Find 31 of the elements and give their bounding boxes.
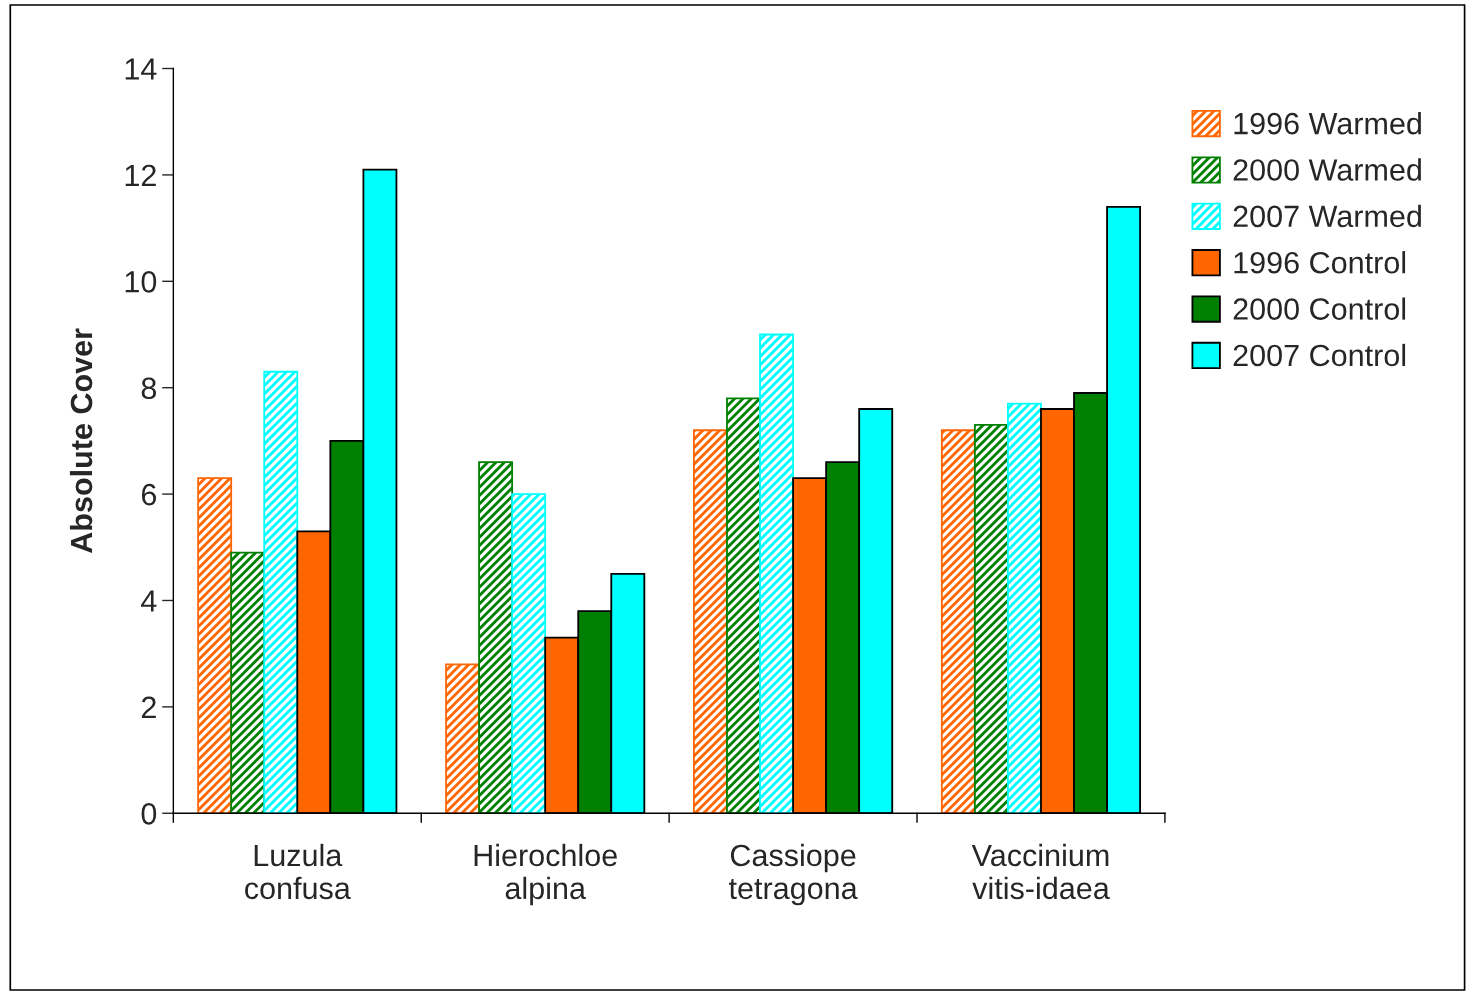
legend-label: 2007 Control bbox=[1233, 343, 1406, 367]
x-tick-label: Vaccinium vitis-idaea bbox=[971, 843, 1110, 900]
y-tick-label: 0 bbox=[141, 803, 157, 825]
legend-label: 2007 Warmed bbox=[1233, 204, 1421, 228]
bar bbox=[478, 461, 514, 814]
x-tick-label: Cassiope tetragona bbox=[728, 843, 858, 906]
y-axis-title: Absolute Cover bbox=[69, 328, 93, 554]
legend-label: 2000 Control bbox=[1233, 297, 1406, 320]
y-tick-label: 12 bbox=[125, 164, 156, 186]
bar bbox=[726, 397, 761, 814]
x-tick-label: Luzula confusa bbox=[245, 843, 351, 900]
y-tick-label: 4 bbox=[141, 590, 157, 612]
bar bbox=[511, 493, 547, 814]
y-tick-label: 14 bbox=[125, 58, 157, 80]
bar bbox=[940, 429, 976, 814]
bar bbox=[759, 333, 794, 814]
bar bbox=[445, 663, 480, 814]
y-tick-label: 10 bbox=[125, 271, 157, 293]
legend-label: 1996 Control bbox=[1234, 251, 1406, 274]
bar bbox=[1007, 402, 1042, 814]
bar bbox=[693, 429, 728, 814]
bar bbox=[230, 551, 266, 814]
y-tick-label: 2 bbox=[141, 696, 156, 718]
legend-label: 1996 Warmed bbox=[1234, 111, 1421, 135]
bar bbox=[197, 477, 233, 814]
bar bbox=[973, 424, 1009, 814]
y-tick-label: 8 bbox=[141, 377, 157, 400]
legend-label: 2000 Warmed bbox=[1233, 158, 1421, 181]
y-tick-label: 6 bbox=[141, 483, 157, 506]
bar bbox=[263, 370, 299, 814]
x-tick-label: Hierochloe alpina bbox=[474, 843, 617, 906]
